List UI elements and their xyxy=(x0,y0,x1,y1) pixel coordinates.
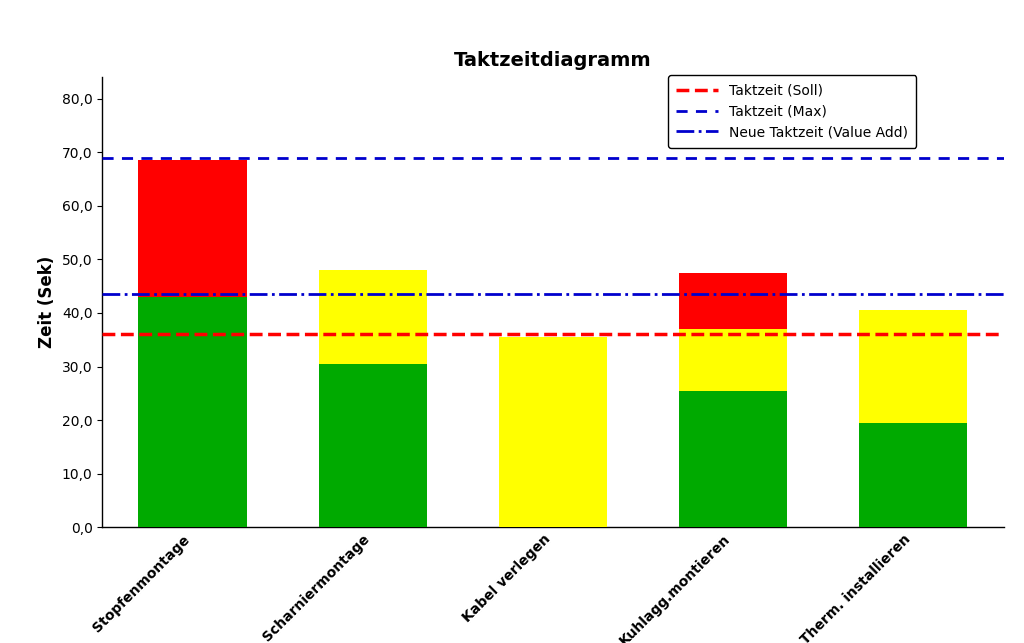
Bar xyxy=(679,329,787,390)
Bar xyxy=(679,390,787,527)
Bar xyxy=(138,297,247,527)
Bar xyxy=(318,270,427,364)
Bar xyxy=(499,337,607,527)
Bar xyxy=(859,423,968,527)
Bar xyxy=(679,273,787,329)
Legend: Taktzeit (Soll), Taktzeit (Max), Neue Taktzeit (Value Add): Taktzeit (Soll), Taktzeit (Max), Neue Ta… xyxy=(668,75,916,148)
Bar xyxy=(318,364,427,527)
Title: Taktzeitdiagramm: Taktzeitdiagramm xyxy=(455,51,651,70)
Bar xyxy=(138,160,247,297)
Y-axis label: Zeit (Sek): Zeit (Sek) xyxy=(38,256,56,349)
Bar xyxy=(859,310,968,423)
